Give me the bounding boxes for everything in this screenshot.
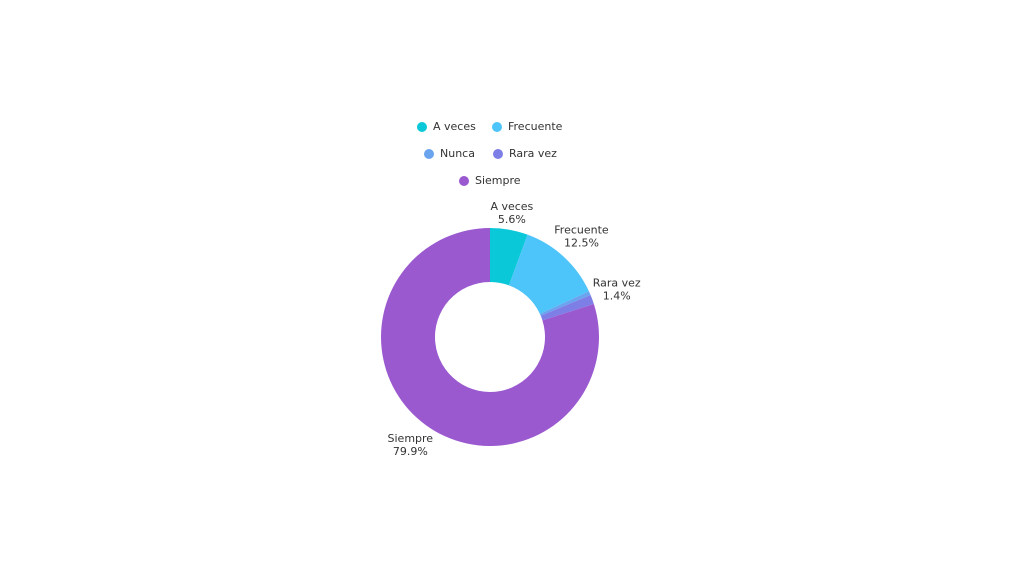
legend-swatch bbox=[493, 149, 503, 159]
legend-label: Rara vez bbox=[509, 147, 557, 160]
donut-slice bbox=[490, 228, 528, 286]
slice-value: 1.4% bbox=[603, 289, 631, 302]
legend-label: Frecuente bbox=[508, 120, 563, 133]
slice-name: A veces bbox=[490, 200, 533, 213]
slice-name: Frecuente bbox=[554, 224, 609, 237]
legend-swatch bbox=[424, 149, 434, 159]
slice-name: Rara vez bbox=[593, 276, 641, 289]
donut-slice bbox=[539, 291, 591, 316]
legend-label: Nunca bbox=[440, 147, 475, 160]
slice-value: 79.9% bbox=[393, 445, 428, 458]
donut-slice bbox=[508, 234, 589, 314]
legend-label: Siempre bbox=[475, 174, 521, 187]
legend-swatch bbox=[492, 122, 502, 132]
legend-label: A veces bbox=[433, 120, 476, 133]
slice-value: 12.5% bbox=[564, 237, 599, 250]
legend-swatch bbox=[459, 176, 469, 186]
donut-slice bbox=[380, 228, 599, 446]
slice-name: Siempre bbox=[388, 432, 434, 445]
legend-swatch bbox=[417, 122, 427, 132]
donut-slice bbox=[540, 294, 594, 321]
slice-value: 5.6% bbox=[498, 213, 526, 226]
